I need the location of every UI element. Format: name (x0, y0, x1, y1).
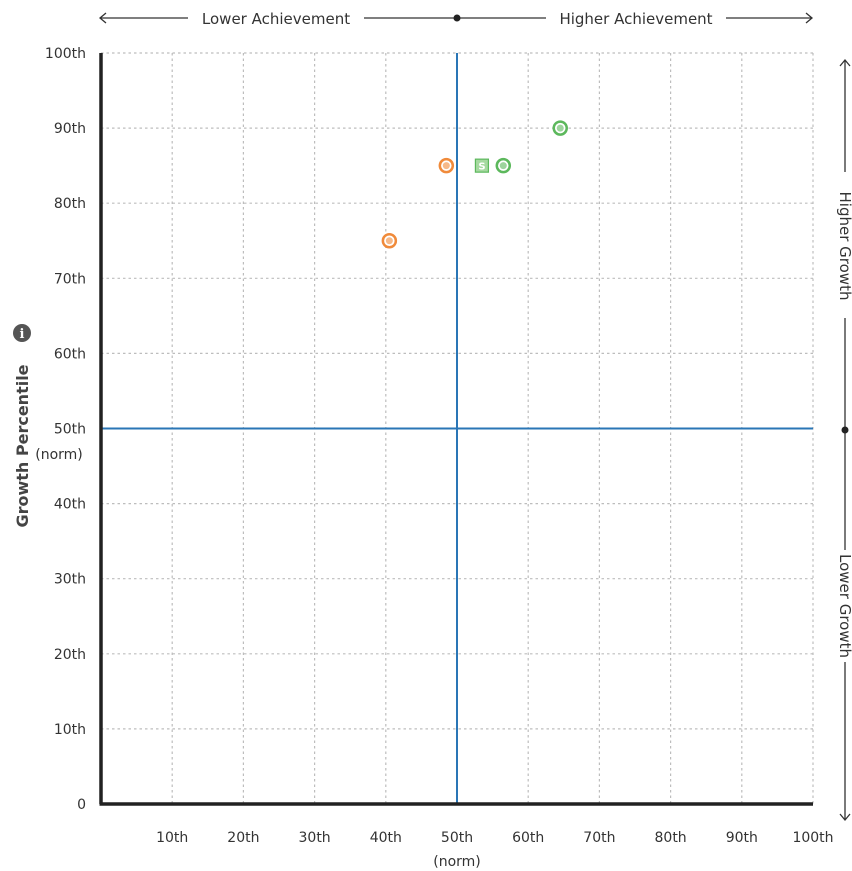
x-tick-label: 40th (370, 830, 402, 846)
axes (99, 53, 813, 806)
y-tick-label: 40th (54, 497, 86, 513)
x-axis-norm-label: (norm) (433, 854, 481, 870)
x-tick-labels: 10th 20th 30th 40th 50th 60th 70th 80th 90th 100t… (156, 830, 833, 846)
x-tick-label: 10th (156, 830, 188, 846)
x-tick-label: 20th (227, 830, 259, 846)
data-point-label: S (478, 162, 485, 173)
x-tick-label: 30th (299, 830, 331, 846)
y-tick-label: 10th (54, 722, 86, 738)
y-tick-label: 70th (54, 271, 86, 287)
quadrant-lines (101, 53, 813, 804)
data-points[interactable]: S (381, 120, 568, 249)
data-point-fill (442, 162, 450, 170)
y-axis-norm-label: (norm) (35, 447, 83, 463)
y-tick-label: 50th (54, 422, 86, 438)
lower-achievement-label: Lower Achievement (202, 10, 350, 28)
achievement-midpoint-dot (453, 14, 461, 22)
y-axis-title: Growth Percentile (13, 364, 32, 527)
x-tick-label: 70th (583, 830, 615, 846)
y-tick-label: 90th (54, 121, 86, 137)
y-tick-label: 80th (54, 196, 86, 212)
svg-text:i: i (20, 327, 25, 342)
info-icon[interactable]: i (13, 324, 31, 342)
y-tick-label: 100th (45, 46, 86, 62)
higher-achievement-label: Higher Achievement (559, 10, 712, 28)
x-tick-label: 90th (726, 830, 758, 846)
data-point-fill (499, 162, 507, 170)
y-tick-label: 20th (54, 647, 86, 663)
y-axis-label: Growth Percentile (13, 364, 32, 527)
x-tick-label: 60th (512, 830, 544, 846)
x-tick-label: 100th (792, 830, 833, 846)
achievement-arrows: Lower Achievement Higher Achievement (98, 10, 814, 28)
lower-growth-label: Lower Growth (836, 554, 852, 658)
data-point-fill (385, 237, 393, 245)
x-tick-label: 80th (655, 830, 687, 846)
data-point-fill (556, 124, 564, 132)
x-tick-label: 50th (441, 830, 473, 846)
y-tick-label: 60th (54, 346, 86, 362)
growth-arrows: Higher Growth Lower Growth (836, 58, 852, 822)
y-tick-label: 0 (77, 797, 86, 813)
growth-midpoint-dot (841, 426, 849, 434)
data-point-square (474, 158, 490, 173)
y-tick-labels: 0 10th 20th 30th 40th 50th 60th 70th 80th 90th 100… (45, 46, 86, 813)
higher-growth-label: Higher Growth (836, 192, 852, 301)
y-tick-label: 30th (54, 572, 86, 588)
